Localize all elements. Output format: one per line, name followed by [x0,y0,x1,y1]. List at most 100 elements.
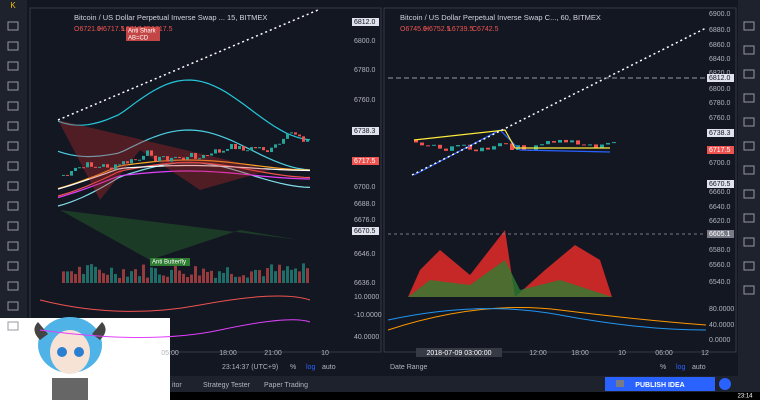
candle [206,154,209,156]
tool-icon[interactable] [7,181,19,191]
candle [270,147,273,153]
tool-icon[interactable] [7,101,19,111]
candle [570,140,574,143]
bottom-tab[interactable]: Paper Trading [264,382,308,389]
volume-bar [106,274,109,283]
ohlc-value: H6717.5 [98,26,125,33]
indicator-line [413,129,610,149]
side-icon[interactable] [743,261,755,271]
trend-line [57,9,319,121]
price-label: 6580.0 [709,247,731,254]
volume-bar [70,271,73,283]
side-icon[interactable] [743,213,755,223]
tool-icon[interactable] [7,321,19,331]
candle [262,147,265,151]
annotation: AB=CD [128,36,149,42]
date-range[interactable]: Date Range [390,364,427,371]
volume-bar [226,267,229,283]
ohlc-value: C6742.5 [472,26,499,33]
candle [118,164,121,166]
volume-bar [170,269,173,283]
candle [210,153,213,156]
annotation: Anti Butterfly [152,260,186,266]
side-icon[interactable] [743,21,755,31]
price-label: 6738.3 [709,130,731,137]
candle [254,147,257,149]
price-label: -10.0000 [354,312,382,319]
tool-icon[interactable] [7,61,19,71]
candle [450,146,454,151]
side-icon[interactable] [743,285,755,295]
price-tag [707,180,734,188]
publish-button[interactable] [605,377,715,391]
side-icon[interactable] [743,165,755,175]
play-button[interactable] [719,378,731,390]
camera-icon[interactable] [616,380,624,387]
side-icon[interactable] [743,69,755,79]
side-icon[interactable] [743,237,755,247]
candle [66,174,69,176]
candle [552,141,556,143]
volume-bar [210,270,213,283]
right-toolbar [738,0,760,376]
candle [102,164,105,167]
tool-icon[interactable] [7,301,19,311]
scale-button[interactable]: auto [322,364,336,371]
volume-bar [138,276,141,283]
volume-bar [242,275,245,283]
tool-icon[interactable] [7,201,19,211]
scale-button[interactable]: log [676,364,685,371]
tool-icon[interactable] [7,81,19,91]
volume-bar [194,266,197,283]
candle [492,146,496,150]
price-label: 6738.3 [354,128,376,135]
candle [242,145,245,151]
price-label: 40.0000 [354,334,379,341]
side-icon[interactable] [743,141,755,151]
pattern-area [60,210,300,260]
tool-icon[interactable] [7,261,19,271]
volume-bar [110,267,113,283]
bottom-tab[interactable]: Strategy Tester [203,382,251,389]
side-icon[interactable] [743,189,755,199]
bottom-tab[interactable]: itor [172,382,182,389]
price-label: 6840.0 [709,56,731,63]
price-label: 6700.0 [709,160,731,167]
annotation-box [150,258,190,266]
tool-icon[interactable] [7,41,19,51]
candle [612,142,616,144]
price-label: 6620.0 [709,218,731,225]
candle [234,143,237,150]
volume-bar [178,270,181,283]
volume-bar [290,269,293,283]
price-label: 6676.0 [354,217,376,224]
tool-icon[interactable] [7,141,19,151]
scale-button[interactable]: auto [692,364,706,371]
scale-button[interactable]: % [290,364,296,371]
tool-icon[interactable] [7,161,19,171]
candle [540,144,544,146]
tool-icon[interactable] [7,221,19,231]
tool-icon[interactable] [7,121,19,131]
tool-icon[interactable] [7,241,19,251]
scale-button[interactable]: % [660,364,666,371]
candle [290,132,293,134]
publish-label[interactable]: PUBLISH IDEA [635,382,684,389]
side-icon[interactable] [743,93,755,103]
scale-button[interactable]: log [306,364,315,371]
time-label: 06:00 [655,350,673,357]
tool-icon[interactable] [7,21,19,31]
candle [74,167,77,172]
side-icon[interactable] [743,117,755,127]
price-label: 6700.0 [354,184,376,191]
pattern-area [58,120,270,200]
volume-bar [282,270,285,283]
price-label: 6540.0 [709,279,731,286]
tool-icon[interactable] [7,281,19,291]
side-icon[interactable] [743,45,755,55]
oscillator [39,295,311,312]
price-tag [352,18,379,26]
candle [600,144,604,148]
volume-bar [202,268,205,283]
